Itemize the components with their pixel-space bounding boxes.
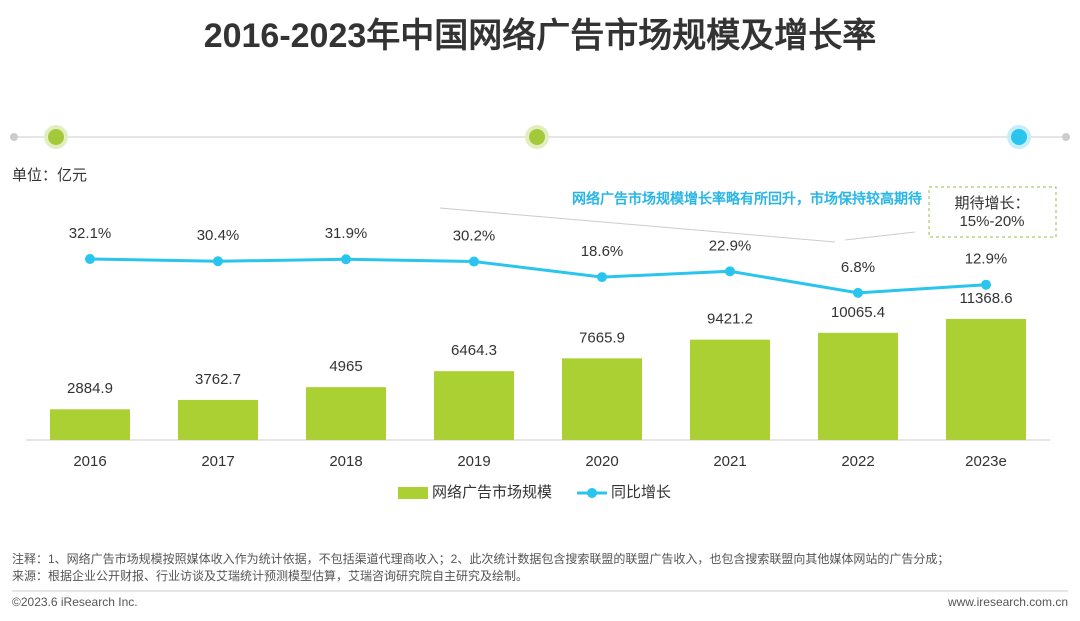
line-value-label: 30.4% [197, 227, 240, 244]
x-tick-label: 2019 [457, 453, 490, 470]
legend-label: 网络广告市场规模 [432, 484, 552, 501]
bar [50, 409, 130, 440]
line-point [725, 266, 735, 277]
chart-title: 2016-2023年中国网络广告市场规模及增长率 [204, 16, 877, 55]
line-point [85, 253, 95, 264]
x-tick-label: 2023e [965, 453, 1007, 470]
line-value-label: 32.1% [69, 225, 112, 242]
line-value-label: 22.9% [709, 237, 752, 254]
bar [306, 387, 386, 440]
expectation-value: 15%-20% [959, 213, 1024, 230]
line-value-label: 6.8% [841, 259, 875, 276]
line-point [469, 256, 479, 267]
bar [178, 399, 258, 440]
bar-value-label: 3762.7 [195, 371, 241, 388]
line-point [853, 287, 863, 298]
line [89, 257, 987, 295]
line-value-label: 31.9% [325, 225, 368, 242]
line-point [341, 254, 351, 265]
line-point [597, 272, 607, 283]
arrow [844, 231, 916, 241]
bar [818, 332, 898, 440]
legend-swatch [398, 487, 428, 499]
legend-label: 同比增长 [611, 484, 671, 501]
x-tick-label: 2017 [201, 453, 234, 470]
x-tick-label: 2021 [713, 453, 746, 470]
line-value-label: 12.9% [965, 251, 1008, 268]
timeline-dot [10, 133, 18, 141]
note: 来源：根据企业公开财报、行业访谈及艾瑞统计预测模型估算，艾瑞咨询研究院自主研究及… [12, 568, 528, 583]
bar-value-label: 7665.9 [579, 329, 625, 346]
url: www.iresearch.com.cn [947, 595, 1068, 609]
bar [434, 371, 514, 440]
arrow [439, 207, 836, 243]
line-point [213, 256, 223, 267]
x-tick-label: 2018 [329, 453, 362, 470]
copyright: ©2023.6 iResearch Inc. [12, 595, 138, 609]
bar-value-label: 10065.4 [831, 304, 885, 321]
bar-value-label: 6464.3 [451, 342, 497, 359]
unit-label: 单位：亿元 [12, 167, 87, 184]
timeline-dot [1062, 133, 1070, 141]
bar [690, 339, 770, 440]
bar-value-label: 4965 [329, 358, 362, 375]
line-point [981, 279, 991, 290]
line-value-label: 18.6% [581, 243, 624, 260]
x-tick-label: 2022 [841, 453, 874, 470]
bar-value-label: 2884.9 [67, 380, 113, 397]
x-tick-label: 2020 [585, 453, 618, 470]
timeline-dot [1007, 125, 1031, 149]
timeline-dot [44, 125, 68, 149]
x-tick-label: 2016 [73, 453, 106, 470]
bar-value-label: 9421.2 [707, 311, 753, 328]
bar-value-label: 11368.6 [959, 290, 1012, 307]
annotation: 网络广告市场规模增长率略有所回升，市场保持较高期待 [572, 191, 922, 207]
bar [562, 358, 642, 440]
note: 注释：1、网络广告市场规模按照媒体收入作为统计依据，不包括渠道代理商收入；2、此… [12, 551, 949, 566]
expectation-box [928, 186, 1057, 238]
expectation-title: 期待增长： [954, 195, 1029, 212]
line-value-label: 30.2% [453, 228, 496, 245]
bar [946, 318, 1026, 440]
timeline-dot [525, 125, 549, 149]
legend-swatch [587, 488, 598, 498]
